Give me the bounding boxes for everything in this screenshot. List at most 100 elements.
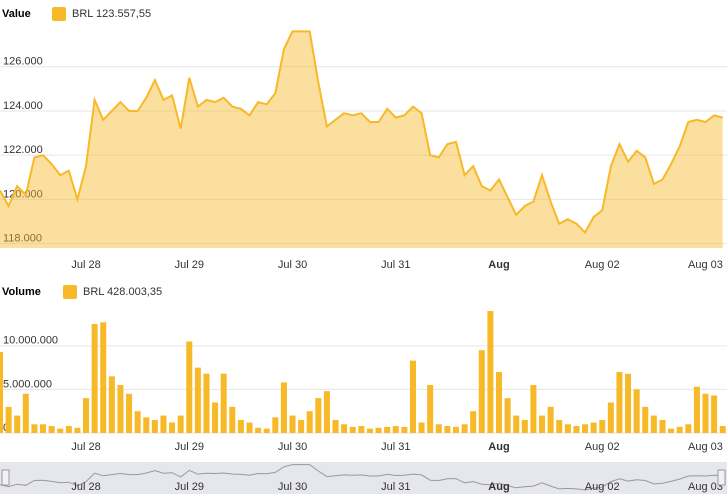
bar [582,424,589,433]
bar [409,360,416,433]
bar [57,428,64,433]
bar [366,428,373,433]
bar [392,426,399,433]
navigator-line [0,464,723,491]
bar [659,419,666,433]
bar [100,322,107,433]
bar [31,424,38,433]
x-tick-label: Aug [488,259,509,271]
y-tick-label: 126.000 [3,56,43,68]
bar [40,424,47,433]
bar [401,426,408,433]
navigator-label: Jul 29 [175,481,204,493]
bar [719,426,726,433]
bar [280,382,287,433]
bar [607,402,614,433]
bar [341,424,348,433]
x-tick-label: Jul 29 [175,441,204,453]
bar [289,415,296,433]
bar [349,426,356,433]
bar [418,422,425,433]
x-tick-label: Aug [488,441,509,453]
bar [504,398,511,433]
navigator-handle [717,469,726,486]
bar [495,371,503,433]
bar [478,350,485,433]
bar [633,389,640,433]
navigator-label: Aug 03 [688,481,723,493]
bar [315,398,322,433]
bar [212,402,219,433]
bar [306,411,313,433]
bar [676,426,683,433]
x-tick-label: Jul 28 [71,441,100,453]
x-tick-label: Aug 03 [688,441,723,453]
bar [685,424,692,433]
x-tick-label: Aug 02 [585,259,620,271]
legend-title: Value [2,8,31,20]
bar [650,415,657,433]
x-tick-label: Aug 03 [688,259,723,271]
bar [547,406,554,433]
bar [203,373,210,433]
bar [461,424,468,433]
navigator-label: Aug [488,481,509,493]
navigator-label: Aug 02 [585,481,620,493]
bar [556,419,563,433]
navigator-label: Jul 31 [381,481,410,493]
navigator-handle [1,469,10,486]
bar [702,393,709,433]
bar [255,427,262,433]
bar [693,386,700,433]
bar [143,417,150,433]
x-tick-label: Jul 31 [381,441,410,453]
bar [642,406,649,433]
area-fill [0,31,723,249]
bar [539,415,546,433]
bar [332,419,339,433]
bar [117,385,124,433]
x-tick-label: Aug 02 [585,441,620,453]
x-tick-label: Jul 29 [175,259,204,271]
navigator-label: Jul 30 [278,481,307,493]
bar [263,428,270,433]
bar [470,411,477,433]
legend-swatch [52,7,66,21]
bar [65,426,72,433]
y-tick-label: 5.000.000 [3,378,52,390]
bar [246,422,253,433]
bar [427,385,434,433]
bar [358,426,365,433]
bar [375,427,382,433]
bar [134,411,141,433]
navigator-background [0,462,727,494]
bar [74,427,81,433]
bar [711,395,718,433]
y-tick-label: 10.000.000 [3,335,58,347]
x-tick-label: Jul 28 [71,259,100,271]
area-line [0,30,723,235]
bar [384,426,391,433]
bar [14,415,21,433]
bar [435,424,442,433]
bar [83,398,90,433]
navigator-label: Jul 28 [71,481,100,493]
bar [521,419,528,433]
bar [91,324,98,433]
legend-swatch [63,285,77,299]
bar [444,426,451,433]
bar [530,385,537,433]
bar [590,422,597,433]
legend-title: Volume [2,286,41,298]
bar [616,371,623,433]
bar [160,415,167,433]
bar [220,373,227,433]
bar [452,426,459,433]
bar [272,417,279,433]
bar [625,373,632,433]
bar [5,406,12,433]
bar [487,310,494,433]
legend-label: BRL 428.003,35 [83,286,162,298]
bar [229,406,236,433]
